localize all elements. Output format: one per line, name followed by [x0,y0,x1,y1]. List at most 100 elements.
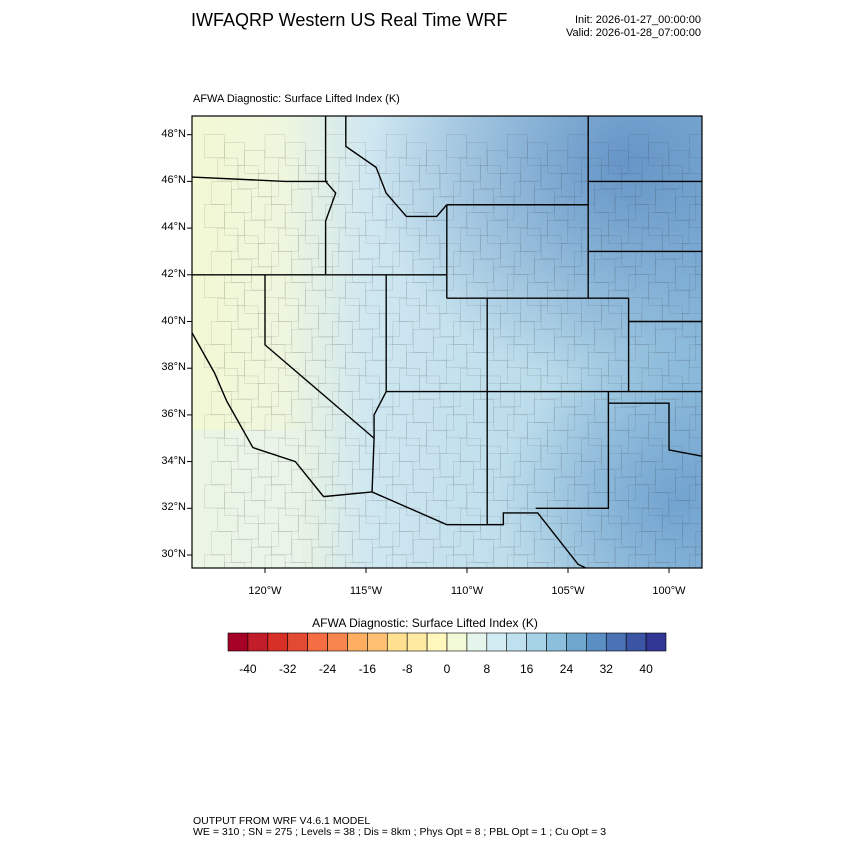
county-border [534,469,555,493]
county-border [487,430,508,454]
county-border [662,445,683,470]
county-border [588,422,609,446]
county-border [648,212,669,236]
county-border [412,189,434,213]
county-border [204,204,225,228]
county-border [271,251,292,275]
county-border [500,173,521,197]
county-border [554,406,575,431]
county-border [204,274,225,298]
county-border [224,422,245,446]
county-border [285,562,306,568]
county-border [655,539,676,563]
county-border [305,430,326,454]
county-border [231,539,252,563]
county-border [540,165,562,189]
county-border [399,368,420,392]
county-border [412,469,434,493]
county-border [507,414,528,439]
county-border [285,212,306,236]
county-border [392,531,414,555]
county-border [635,181,656,205]
county-border [352,329,373,353]
county-border [439,243,461,267]
county-border [466,142,488,166]
county-border [446,344,467,369]
county-border [567,134,589,158]
county-border [648,492,669,516]
county-border [386,414,407,439]
county-border [325,204,346,228]
county-border [392,321,414,345]
county-border [588,492,609,516]
colorbar-tick-label: 32 [599,662,613,676]
county-border [527,492,548,516]
county-border [258,173,279,197]
county-border [264,344,286,369]
county-border [359,445,380,470]
county-border [601,515,622,540]
lon-label: 100°W [652,585,686,597]
county-border [608,150,629,174]
county-border [574,321,595,345]
county-border [365,500,387,524]
county-border [210,321,232,345]
county-border [567,554,589,568]
state-border [608,402,702,457]
county-border [379,523,400,548]
county-border [386,344,407,369]
county-border [480,305,501,330]
county-border [614,406,636,431]
county-border [338,368,360,392]
county-border [332,251,353,275]
lat-label: 44°N [161,221,186,234]
county-border [345,212,366,236]
county-border [298,165,319,189]
county-border [305,500,326,524]
county-border [703,438,723,461]
county-border [318,173,340,197]
county-border [567,274,589,298]
county-border [399,508,420,532]
county-border [628,414,649,439]
county-border [446,554,467,568]
county-border [547,220,568,244]
county-border [480,375,501,400]
county-border [480,515,501,540]
county-border [614,196,636,221]
county-border [614,477,636,501]
county-border [338,227,360,252]
county-border [433,477,454,501]
county-border [675,336,696,361]
lat-label: 46°N [161,174,186,187]
county-border [473,259,494,283]
county-border [473,399,494,423]
county-border [594,469,616,493]
county-border [520,157,542,182]
county-border [285,422,306,446]
county-border [500,453,521,477]
county-border [608,430,629,454]
county-border [554,266,575,291]
county-border [621,313,643,337]
county-border [561,173,582,197]
county-border [473,189,494,213]
county-border [540,305,562,330]
county-border [399,227,420,252]
county-border [325,134,346,158]
county-border [278,297,299,322]
county-border [379,383,400,407]
state-border [345,116,448,218]
county-border [244,290,265,314]
county-border [480,445,501,470]
county-border [419,515,441,540]
county-border [210,531,232,555]
county-border [264,554,286,568]
county-border [258,523,279,548]
county-border [318,523,340,548]
county-border [224,142,245,166]
county-border [493,336,515,361]
county-border [473,469,494,493]
county-border [534,399,555,423]
county-border [231,189,252,213]
